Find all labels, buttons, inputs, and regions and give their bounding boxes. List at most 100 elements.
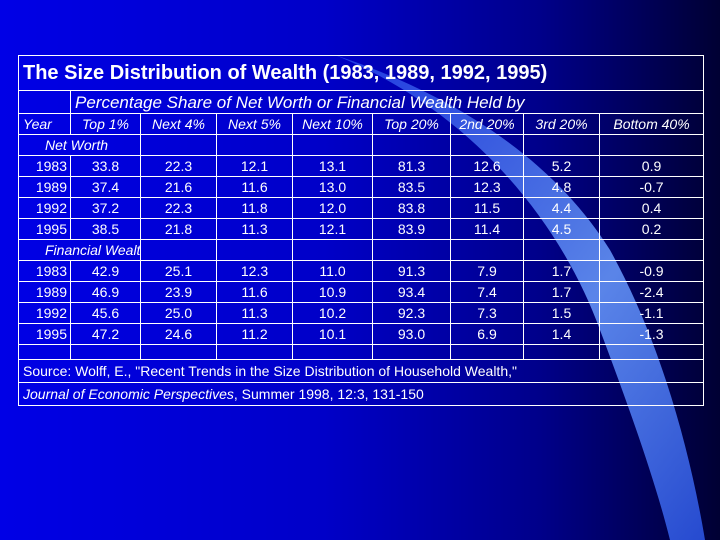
value-cell: 11.2 bbox=[216, 323, 293, 345]
value-cell: 11.5 bbox=[450, 197, 524, 219]
value-cell: 1.7 bbox=[523, 260, 600, 282]
blank-row bbox=[18, 344, 705, 360]
value-cell: -0.9 bbox=[598, 260, 705, 282]
value-cell: 93.0 bbox=[372, 323, 451, 345]
value-cell: 11.6 bbox=[216, 281, 293, 303]
value-cell: 12.1 bbox=[216, 155, 293, 177]
column-header: Bottom 40% bbox=[598, 113, 705, 135]
blank-cell bbox=[598, 344, 705, 360]
wealth-table-container: The Size Distribution of Wealth (1983, 1… bbox=[17, 55, 705, 406]
value-cell: 33.8 bbox=[70, 155, 141, 177]
year-cell: 1983 bbox=[18, 260, 71, 282]
value-cell: 4.4 bbox=[523, 197, 600, 219]
column-header: Next 4% bbox=[140, 113, 217, 135]
value-cell: 23.9 bbox=[140, 281, 217, 303]
value-cell: -1.1 bbox=[598, 302, 705, 324]
blank-cell bbox=[372, 344, 451, 360]
value-cell: 83.8 bbox=[372, 197, 451, 219]
value-cell: 6.9 bbox=[450, 323, 524, 345]
value-cell: 10.1 bbox=[292, 323, 373, 345]
section-blank-cell bbox=[216, 239, 293, 261]
value-cell: -0.7 bbox=[598, 176, 705, 198]
value-cell: 81.3 bbox=[372, 155, 451, 177]
value-cell: -2.4 bbox=[598, 281, 705, 303]
year-cell: 1983 bbox=[18, 155, 71, 177]
value-cell: 12.6 bbox=[450, 155, 524, 177]
value-cell: 46.9 bbox=[70, 281, 141, 303]
year-cell: 1989 bbox=[18, 176, 71, 198]
value-cell: 1.7 bbox=[523, 281, 600, 303]
section-blank-cell bbox=[140, 239, 217, 261]
value-cell: 11.4 bbox=[450, 218, 524, 240]
value-cell: 22.3 bbox=[140, 155, 217, 177]
column-header: Year bbox=[18, 113, 71, 135]
value-cell: 11.3 bbox=[216, 302, 293, 324]
column-header: Top 20% bbox=[372, 113, 451, 135]
table-subtitle: Percentage Share of Net Worth or Financi… bbox=[69, 90, 705, 114]
source-journal-line: Journal of Economic Perspectives, Summer… bbox=[17, 382, 705, 406]
section-blank-cell bbox=[450, 239, 524, 261]
value-cell: 13.0 bbox=[292, 176, 373, 198]
section-blank-cell bbox=[140, 134, 217, 156]
blank-cell bbox=[140, 344, 217, 360]
value-cell: 21.8 bbox=[140, 218, 217, 240]
value-cell: 0.2 bbox=[598, 218, 705, 240]
value-cell: 4.8 bbox=[523, 176, 600, 198]
value-cell: 1.5 bbox=[523, 302, 600, 324]
value-cell: 38.5 bbox=[70, 218, 141, 240]
column-header-row: Year Top 1% Next 4% Next 5% Next 10% Top… bbox=[18, 113, 705, 135]
section-blank-cell bbox=[523, 239, 600, 261]
journal-name: Journal of Economic Perspectives bbox=[23, 385, 234, 402]
value-cell: 11.3 bbox=[216, 218, 293, 240]
blank-cell bbox=[450, 344, 524, 360]
section-blank-cell bbox=[598, 134, 705, 156]
section-header-row: Financial Wealth bbox=[18, 239, 705, 261]
value-cell: 93.4 bbox=[372, 281, 451, 303]
value-cell: 10.2 bbox=[292, 302, 373, 324]
section-header-row: Net Worth bbox=[18, 134, 705, 156]
table-row: 1983 33.8 22.3 12.1 13.1 81.3 12.6 5.2 0.9 bbox=[18, 155, 705, 177]
source-citation: Source: Wolff, E., "Recent Trends in the… bbox=[17, 359, 705, 383]
year-cell: 1992 bbox=[18, 302, 71, 324]
table-row: 1992 45.6 25.0 11.3 10.2 92.3 7.3 1.5 -1.1 bbox=[18, 302, 705, 324]
value-cell: 12.0 bbox=[292, 197, 373, 219]
value-cell: 4.5 bbox=[523, 218, 600, 240]
value-cell: 45.6 bbox=[70, 302, 141, 324]
value-cell: 7.4 bbox=[450, 281, 524, 303]
column-header: 2nd 20% bbox=[450, 113, 524, 135]
table-row: 1989 37.4 21.6 11.6 13.0 83.5 12.3 4.8 -0.7 bbox=[18, 176, 705, 198]
value-cell: 25.1 bbox=[140, 260, 217, 282]
value-cell: 10.9 bbox=[292, 281, 373, 303]
value-cell: 0.9 bbox=[598, 155, 705, 177]
value-cell: 12.3 bbox=[216, 260, 293, 282]
section-blank-cell bbox=[292, 134, 373, 156]
value-cell: 91.3 bbox=[372, 260, 451, 282]
table-row: 1995 47.2 24.6 11.2 10.1 93.0 6.9 1.4 -1.3 bbox=[18, 323, 705, 345]
value-cell: 83.9 bbox=[372, 218, 451, 240]
year-cell: 1992 bbox=[18, 197, 71, 219]
value-cell: -1.3 bbox=[598, 323, 705, 345]
year-cell: 1995 bbox=[18, 218, 71, 240]
journal-details: , Summer 1998, 12:3, 131-150 bbox=[233, 385, 424, 402]
column-header: Top 1% bbox=[70, 113, 141, 135]
column-header: 3rd 20% bbox=[523, 113, 600, 135]
value-cell: 47.2 bbox=[70, 323, 141, 345]
section-blank-cell bbox=[598, 239, 705, 261]
section-blank-cell bbox=[450, 134, 524, 156]
section-blank-cell bbox=[372, 134, 451, 156]
section-blank-cell bbox=[372, 239, 451, 261]
value-cell: 11.6 bbox=[216, 176, 293, 198]
value-cell: 37.2 bbox=[70, 197, 141, 219]
section-blank-cell bbox=[523, 134, 600, 156]
value-cell: 0.4 bbox=[598, 197, 705, 219]
value-cell: 83.5 bbox=[372, 176, 451, 198]
wealth-distribution-table: The Size Distribution of Wealth (1983, 1… bbox=[17, 55, 705, 406]
table-row: 1992 37.2 22.3 11.8 12.0 83.8 11.5 4.4 0.4 bbox=[18, 197, 705, 219]
year-cell: 1995 bbox=[18, 323, 71, 345]
section-blank-cell bbox=[216, 134, 293, 156]
value-cell: 11.0 bbox=[292, 260, 373, 282]
section-label: Net Worth bbox=[18, 134, 141, 156]
value-cell: 7.9 bbox=[450, 260, 524, 282]
year-cell: 1989 bbox=[18, 281, 71, 303]
value-cell: 12.3 bbox=[450, 176, 524, 198]
